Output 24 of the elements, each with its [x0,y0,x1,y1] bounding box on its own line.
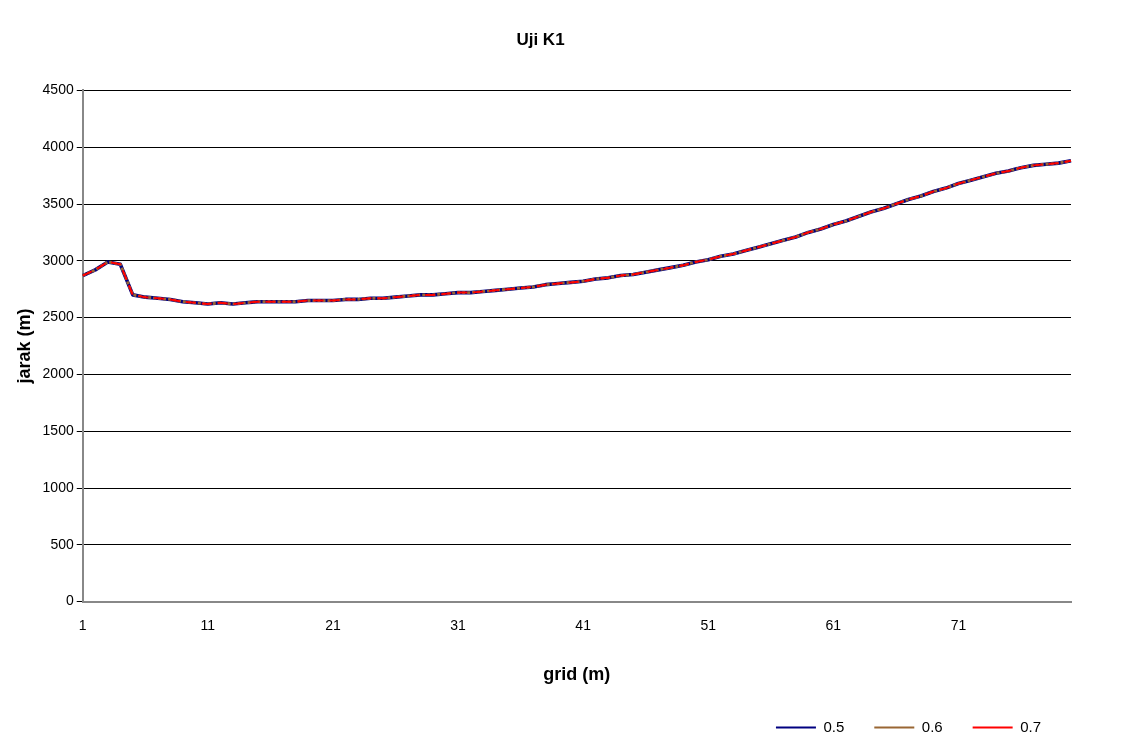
y-tick-label: 3000 [42,251,74,268]
y-tick-label: 4500 [42,81,74,98]
x-tick-label: 71 [950,616,967,633]
y-tick-label: 1500 [42,422,74,439]
x-tick-label: 1 [78,616,87,633]
x-tick-label: 41 [575,616,592,633]
y-tick-label: 2500 [42,308,74,325]
chart-title: Uji K1 [516,29,565,49]
y-tick-label: 1000 [42,478,74,495]
legend-label: 0.6 [921,717,943,735]
legend-label: 0.5 [823,717,845,735]
y-tick-label: 2000 [42,365,74,382]
x-axis-title: grid (m) [543,664,611,685]
y-tick-label: 3500 [42,194,74,211]
y-tick-label: 4000 [42,138,74,155]
y-tick-label: 0 [65,592,74,609]
x-tick-label: 51 [700,616,717,633]
x-tick-label: 61 [825,616,842,633]
x-tick-label: 11 [200,616,216,633]
y-axis-title: jarak (m) [13,308,34,385]
x-tick-label: 21 [325,616,341,633]
legend-label: 0.7 [1020,717,1042,735]
y-tick-label: 500 [50,535,74,552]
x-tick-label: 31 [450,616,467,633]
